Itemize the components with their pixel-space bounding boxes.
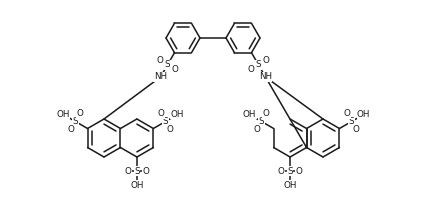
Text: OH: OH: [130, 181, 143, 189]
Text: O: O: [76, 109, 83, 118]
Text: O: O: [262, 109, 269, 118]
Text: OH: OH: [242, 110, 256, 119]
Text: O: O: [247, 65, 253, 74]
Text: O: O: [352, 125, 359, 134]
Text: S: S: [258, 117, 264, 126]
Text: O: O: [253, 125, 260, 134]
Text: OH: OH: [170, 110, 184, 119]
Text: S: S: [287, 166, 292, 175]
Text: OH: OH: [356, 110, 370, 119]
Text: O: O: [157, 109, 164, 118]
Text: O: O: [67, 125, 74, 134]
Text: S: S: [348, 117, 354, 126]
Text: O: O: [343, 109, 350, 118]
Text: O: O: [277, 166, 284, 175]
Text: OH: OH: [283, 181, 296, 189]
Text: S: S: [164, 60, 170, 69]
Text: OH: OH: [56, 110, 70, 119]
Text: O: O: [156, 56, 163, 65]
Text: S: S: [134, 166, 139, 175]
Text: O: O: [171, 65, 178, 74]
Text: S: S: [162, 117, 168, 126]
Text: S: S: [72, 117, 78, 126]
Text: O: O: [295, 166, 302, 175]
Text: NH: NH: [258, 72, 271, 82]
Text: S: S: [255, 60, 261, 69]
Text: O: O: [262, 56, 269, 65]
Text: O: O: [124, 166, 131, 175]
Text: NH: NH: [154, 72, 167, 82]
Text: O: O: [142, 166, 149, 175]
Text: O: O: [166, 125, 173, 134]
